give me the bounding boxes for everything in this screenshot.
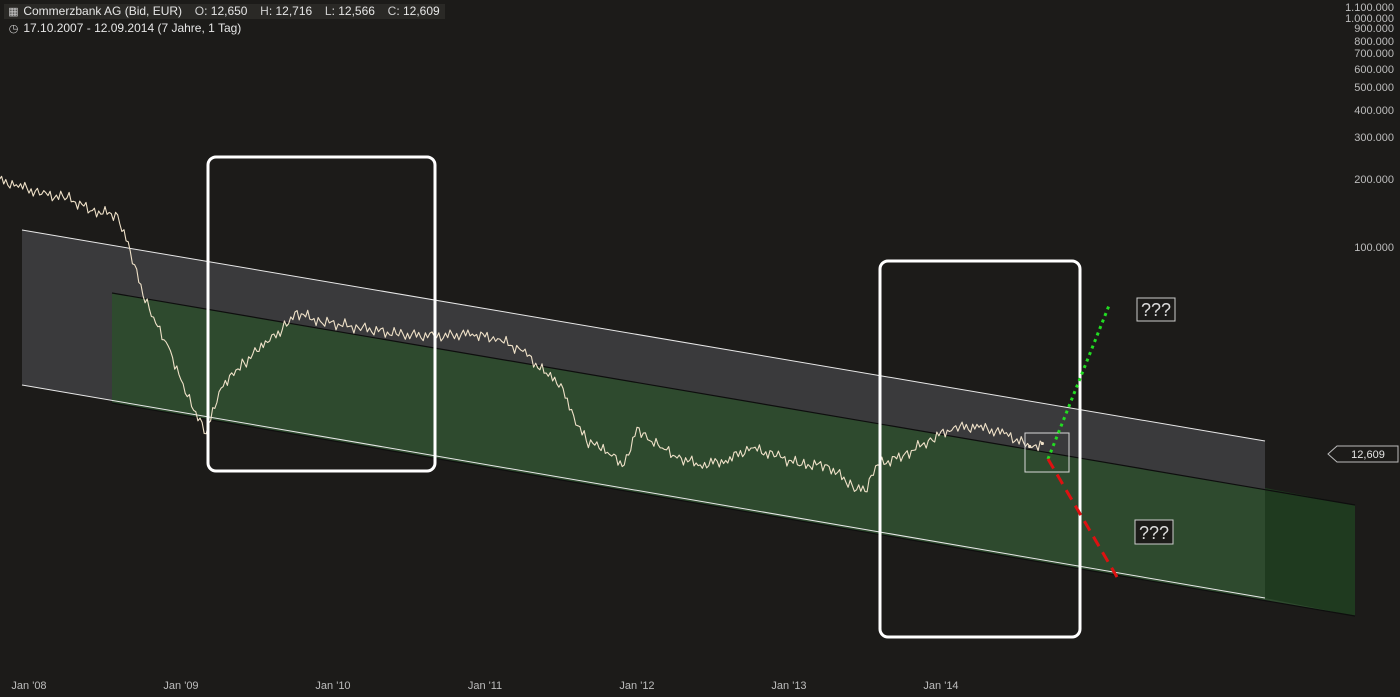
ohlc-low-value: 12,566 bbox=[338, 4, 375, 18]
clock-icon: ◷ bbox=[8, 23, 19, 35]
date-range-header: ◷ 17.10.2007 - 12.09.2014 (7 Jahre, 1 Ta… bbox=[4, 21, 244, 36]
x-axis: Jan '08 Jan '09 Jan '10 Jan '11 Jan '12 … bbox=[11, 680, 958, 692]
ohlc-open-key: O bbox=[194, 4, 205, 18]
highlight-box-2013-2014 bbox=[878, 259, 1082, 639]
last-price-tag: 12,609 bbox=[1327, 445, 1399, 463]
forecast-channel-extension bbox=[1265, 488, 1355, 616]
y-tick-label: 1.100.000 bbox=[1345, 2, 1394, 14]
y-tick-label: 700.000 bbox=[1354, 48, 1394, 60]
ohlc-open-value: 12,650 bbox=[210, 4, 248, 18]
y-tick-label: 100.000 bbox=[1354, 242, 1394, 254]
green-channel-top-line bbox=[111, 292, 1356, 506]
current-price-marker-box bbox=[1024, 432, 1070, 473]
annotation-upside: ??? bbox=[1136, 297, 1176, 322]
y-tick-label: 900.000 bbox=[1354, 23, 1394, 35]
annotation-downside: ??? bbox=[1134, 519, 1174, 545]
y-tick-label: 200.000 bbox=[1354, 174, 1394, 186]
y-tick-label: 800.000 bbox=[1354, 36, 1394, 48]
price-point-marker bbox=[1040, 441, 1044, 446]
channel-upper-line bbox=[21, 229, 1266, 442]
x-tick-label: Jan '14 bbox=[923, 680, 958, 692]
y-tick-label: 300.000 bbox=[1354, 132, 1394, 144]
x-tick-label: Jan '12 bbox=[619, 680, 654, 692]
candlestick-chart-icon: ▦ bbox=[8, 6, 19, 18]
annotation-upside-text: ??? bbox=[1141, 300, 1171, 320]
last-price-value: 12,609 bbox=[1351, 449, 1385, 461]
instrument-name: Commerzbank AG (Bid, EUR) bbox=[23, 4, 183, 18]
ohlc-low-key: L bbox=[324, 4, 332, 18]
x-tick-label: Jan '13 bbox=[771, 680, 806, 692]
instrument-header: ▦ Commerzbank AG (Bid, EUR) O: 12,650 H:… bbox=[4, 4, 445, 19]
highlight-box-2009-2010 bbox=[206, 155, 437, 473]
ohlc-close-value: 12,609 bbox=[402, 4, 440, 18]
y-tick-label: 600.000 bbox=[1354, 64, 1394, 76]
channel-lower-line bbox=[21, 384, 1266, 599]
x-tick-label: Jan '09 bbox=[163, 680, 198, 692]
price-point-marker bbox=[1028, 444, 1032, 449]
ohlc-close-key: C bbox=[387, 4, 397, 18]
ohlc-high-key: H bbox=[260, 4, 269, 18]
y-tick-label: 500.000 bbox=[1354, 82, 1394, 94]
x-tick-label: Jan '11 bbox=[468, 680, 502, 692]
bearish-scenario-line bbox=[1046, 458, 1119, 578]
date-range: 17.10.2007 - 12.09.2014 (7 Jahre, 1 Tag) bbox=[23, 21, 242, 35]
x-tick-label: Jan '10 bbox=[315, 680, 350, 692]
price-line bbox=[0, 175, 1043, 493]
annotation-downside-text: ??? bbox=[1139, 523, 1169, 543]
ohlc-high-value: 12,716 bbox=[275, 4, 313, 18]
green-channel-bottom-line bbox=[111, 402, 1356, 617]
x-tick-label: Jan '08 bbox=[11, 680, 46, 692]
y-axis: 1.100.000 1.000.000 900.000 800.000 700.… bbox=[1345, 2, 1394, 254]
y-tick-label: 1.000.000 bbox=[1345, 13, 1394, 25]
y-tick-label: 400.000 bbox=[1354, 105, 1394, 117]
